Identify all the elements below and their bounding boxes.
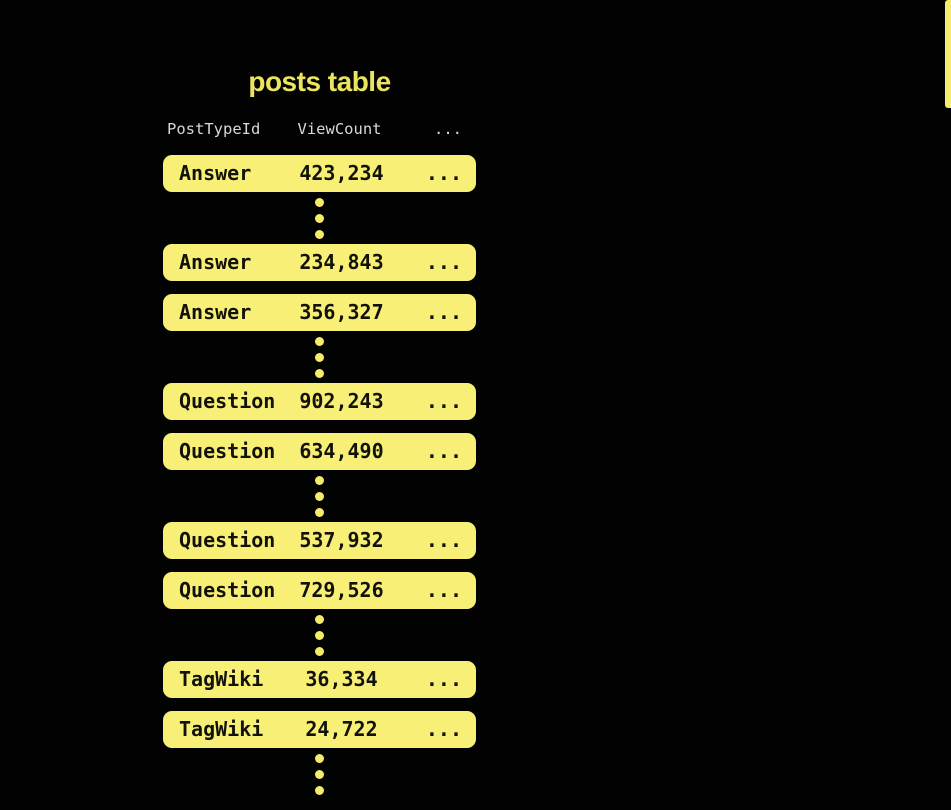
ellipsis-dot: [315, 337, 324, 346]
ellipsis-dot: [315, 492, 324, 501]
ellipsis-dot: [315, 508, 324, 517]
row-posttypeid: Question: [179, 528, 276, 552]
omitted-rows-ellipsis: [163, 754, 476, 795]
omitted-rows-ellipsis: [163, 476, 476, 517]
column-header-more-ellipsis: ...: [434, 120, 462, 138]
row-more-ellipsis: ...: [425, 300, 462, 324]
row-viewcount: 634,490: [299, 439, 384, 463]
row-more-ellipsis: ...: [425, 528, 462, 552]
ellipsis-dot: [315, 647, 324, 656]
column-header-posttypeid: PostTypeId: [167, 120, 261, 138]
row-more-ellipsis: ...: [425, 667, 462, 691]
ellipsis-dot: [315, 786, 324, 795]
table-row: Answer 423,234 ...: [163, 155, 476, 192]
row-posttypeid: TagWiki: [179, 717, 264, 741]
ellipsis-dot: [315, 615, 324, 624]
table-title: posts table: [248, 66, 391, 97]
row-viewcount: 24,722: [305, 717, 378, 741]
table-row: TagWiki 24,722 ...: [163, 711, 476, 748]
table-row: Answer 234,843 ...: [163, 244, 476, 281]
row-posttypeid: Answer: [179, 161, 252, 185]
row-viewcount: 234,843: [299, 250, 384, 274]
ellipsis-dot: [315, 353, 324, 362]
ellipsis-dot: [315, 198, 324, 207]
ellipsis-dot: [315, 476, 324, 485]
table-row: Question 902,243 ...: [163, 383, 476, 420]
row-viewcount: 902,243: [299, 389, 384, 413]
row-viewcount: 537,932: [299, 528, 384, 552]
column-headers: PostTypeId ViewCount ...: [163, 120, 476, 138]
row-viewcount: 356,327: [299, 300, 384, 324]
table-row: Answer 356,327 ...: [163, 294, 476, 331]
row-viewcount: 36,334: [305, 667, 378, 691]
column-header-viewcount: ViewCount: [297, 120, 382, 138]
row-more-ellipsis: ...: [425, 578, 462, 602]
table-row: Question 729,526 ...: [163, 572, 476, 609]
ellipsis-dot: [315, 770, 324, 779]
row-more-ellipsis: ...: [425, 161, 462, 185]
row-more-ellipsis: ...: [425, 717, 462, 741]
scrollbar-thumb[interactable]: [945, 0, 951, 108]
row-posttypeid: Answer: [179, 250, 252, 274]
omitted-rows-ellipsis: [163, 198, 476, 239]
row-posttypeid: Question: [179, 439, 276, 463]
row-posttypeid: TagWiki: [179, 667, 264, 691]
ellipsis-dot: [315, 754, 324, 763]
table-row: TagWiki 36,334 ...: [163, 661, 476, 698]
row-viewcount: 423,234: [299, 161, 384, 185]
row-viewcount: 729,526: [299, 578, 384, 602]
ellipsis-dot: [315, 230, 324, 239]
row-more-ellipsis: ...: [425, 389, 462, 413]
table-row: Question 537,932 ...: [163, 522, 476, 559]
ellipsis-dot: [315, 631, 324, 640]
row-more-ellipsis: ...: [425, 250, 462, 274]
ellipsis-dot: [315, 369, 324, 378]
omitted-rows-ellipsis: [163, 337, 476, 378]
ellipsis-dot: [315, 214, 324, 223]
omitted-rows-ellipsis: [163, 615, 476, 656]
row-posttypeid: Answer: [179, 300, 252, 324]
row-posttypeid: Question: [179, 578, 276, 602]
table-row: Question 634,490 ...: [163, 433, 476, 470]
row-more-ellipsis: ...: [425, 439, 462, 463]
row-posttypeid: Question: [179, 389, 276, 413]
